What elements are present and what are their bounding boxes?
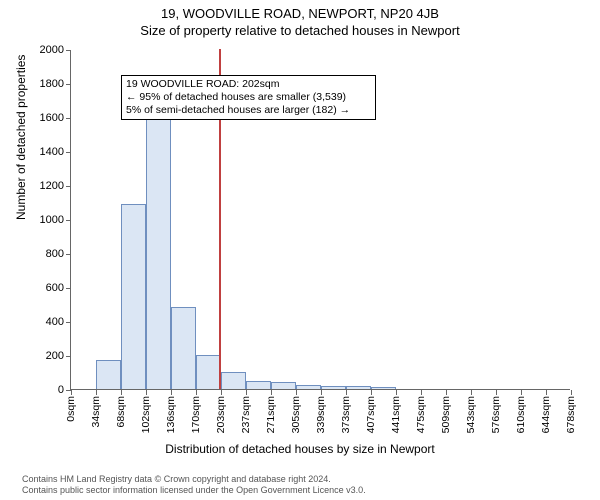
x-tick-label: 610sqm (515, 396, 527, 433)
x-tick-mark (121, 390, 122, 395)
annotation-line-2: ← 95% of detached houses are smaller (3,… (126, 91, 371, 104)
x-tick-label: 68sqm (115, 396, 127, 428)
x-tick-label: 678sqm (565, 396, 577, 433)
y-tick-label: 1800 (40, 78, 64, 90)
y-tick-label: 400 (46, 316, 64, 328)
y-tick-label: 1200 (40, 180, 64, 192)
x-tick-mark (546, 390, 547, 395)
histogram-bar (246, 381, 271, 390)
x-tick-mark (246, 390, 247, 395)
x-tick-label: 543sqm (465, 396, 477, 433)
x-tick-label: 136sqm (165, 396, 177, 433)
x-tick-label: 576sqm (490, 396, 502, 433)
y-tick-label: 800 (46, 248, 64, 260)
footer-line-1: Contains HM Land Registry data © Crown c… (22, 474, 590, 485)
x-axis-title: Distribution of detached houses by size … (0, 442, 600, 456)
x-tick-label: 237sqm (240, 396, 252, 433)
page-title-address: 19, WOODVILLE ROAD, NEWPORT, NP20 4JB (0, 0, 600, 21)
x-tick-label: 102sqm (140, 396, 152, 433)
histogram-bar (146, 114, 171, 389)
x-tick-label: 644sqm (540, 396, 552, 433)
x-tick-label: 475sqm (415, 396, 427, 433)
histogram-bar (221, 372, 246, 389)
x-tick-mark (446, 390, 447, 395)
y-tick-label: 1400 (40, 146, 64, 158)
x-tick-mark (421, 390, 422, 395)
x-tick-label: 34sqm (90, 396, 102, 428)
y-tick-label: 600 (46, 282, 64, 294)
x-tick-mark (471, 390, 472, 395)
x-tick-mark (171, 390, 172, 395)
x-tick-mark (321, 390, 322, 395)
x-tick-mark (146, 390, 147, 395)
y-tick-label: 1000 (40, 214, 64, 226)
annotation-line-3: 5% of semi-detached houses are larger (1… (126, 104, 371, 117)
page-subtitle: Size of property relative to detached ho… (0, 21, 600, 38)
histogram-bar (121, 204, 146, 389)
y-tick-label: 0 (58, 384, 64, 396)
x-tick-mark (71, 390, 72, 395)
x-tick-label: 305sqm (290, 396, 302, 433)
x-tick-label: 441sqm (390, 396, 402, 433)
x-tick-label: 509sqm (440, 396, 452, 433)
x-tick-label: 203sqm (215, 396, 227, 433)
x-tick-label: 407sqm (365, 396, 377, 433)
annotation-line-1: 19 WOODVILLE ROAD: 202sqm (126, 78, 371, 91)
histogram-bar (296, 385, 321, 389)
x-tick-mark (296, 390, 297, 395)
histogram-bar (196, 355, 221, 389)
x-tick-mark (221, 390, 222, 395)
histogram-bar (271, 382, 296, 389)
x-tick-label: 170sqm (190, 396, 202, 433)
y-tick-label: 1600 (40, 112, 64, 124)
y-tick-label: 2000 (40, 44, 64, 56)
histogram-bar (321, 386, 346, 389)
footer-attribution: Contains HM Land Registry data © Crown c… (22, 474, 590, 497)
histogram-bar (171, 307, 196, 389)
x-tick-mark (96, 390, 97, 395)
annotation-box: 19 WOODVILLE ROAD: 202sqm ← 95% of detac… (121, 75, 376, 120)
x-tick-label: 373sqm (340, 396, 352, 433)
x-tick-mark (196, 390, 197, 395)
y-tick-label: 200 (46, 350, 64, 362)
y-axis-title: Number of detached properties (14, 55, 28, 220)
x-tick-mark (346, 390, 347, 395)
histogram-bar (346, 386, 371, 389)
histogram-bar (371, 387, 396, 389)
x-tick-label: 0sqm (65, 396, 77, 422)
histogram-bar (96, 360, 121, 389)
x-tick-mark (371, 390, 372, 395)
footer-line-2: Contains public sector information licen… (22, 485, 590, 496)
x-tick-label: 271sqm (265, 396, 277, 433)
plot-area: 0200400600800100012001400160018002000 0s… (70, 50, 570, 390)
chart-container: 19, WOODVILLE ROAD, NEWPORT, NP20 4JB Si… (0, 0, 600, 500)
x-tick-label: 339sqm (315, 396, 327, 433)
x-tick-mark (271, 390, 272, 395)
x-tick-mark (521, 390, 522, 395)
chart-area: 0200400600800100012001400160018002000 0s… (70, 50, 570, 390)
x-tick-mark (496, 390, 497, 395)
x-tick-mark (396, 390, 397, 395)
x-tick-mark (571, 390, 572, 395)
